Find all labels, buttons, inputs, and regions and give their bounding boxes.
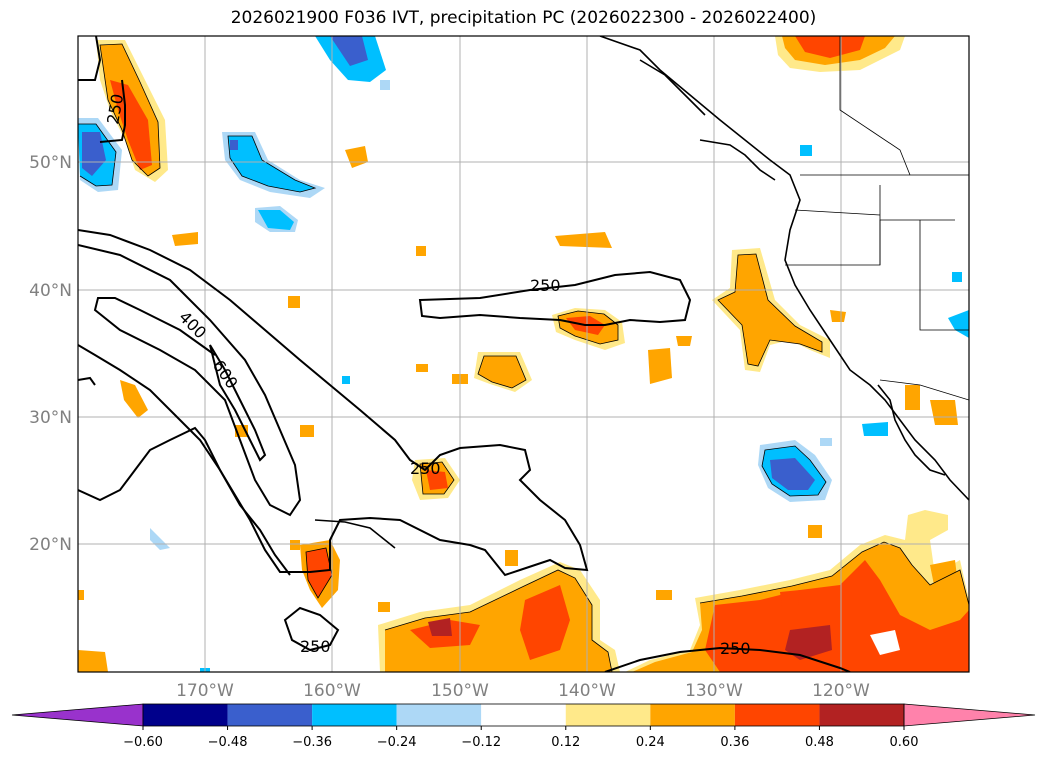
precip-fill-outlines	[78, 43, 969, 672]
colorbar: −0.60 −0.48 −0.36 −0.24 −0.12 0.12 0.24 0.36 0.4…	[11, 703, 1036, 750]
lon-label-120w: 120°W	[812, 681, 870, 701]
colorbar-box	[227, 704, 313, 726]
colorbar-tick-label: −0.48	[208, 735, 248, 750]
longitude-labels: 170°W 160°W 150°W 140°W 130°W 120°W	[176, 681, 870, 701]
plot-frame	[77, 35, 970, 673]
map-title: 2026021900 F036 IVT, precipitation PC (2…	[230, 8, 817, 28]
colorbar-tick-label: 0.12	[551, 735, 580, 750]
precip-positive-anomaly-fill	[78, 36, 969, 672]
colorbar-tick-label: −0.24	[377, 735, 417, 750]
colorbar-tick-label: 0.24	[636, 735, 665, 750]
contour-label-center: 250	[410, 459, 441, 478]
lon-label-130w: 130°W	[685, 681, 743, 701]
colorbar-tick-label: 0.48	[805, 735, 834, 750]
colorbar-box	[734, 704, 820, 726]
colorbar-box	[143, 704, 228, 726]
colorbar-box	[819, 704, 904, 726]
coastlines	[314, 36, 969, 549]
colorbar-box	[650, 704, 735, 726]
colorbar-frame	[142, 703, 905, 727]
colorbar-tick-label: −0.36	[292, 735, 332, 750]
lat-label-20n: 20°N	[29, 535, 72, 555]
lon-label-150w: 150°W	[431, 681, 489, 701]
colorbar-tick-label: 0.60	[890, 735, 919, 750]
colorbar-extend-low	[11, 703, 144, 727]
lon-label-160w: 160°W	[303, 681, 361, 701]
colorbar-tick-label: −0.60	[123, 735, 163, 750]
lat-label-50n: 50°N	[29, 153, 72, 173]
lon-label-140w: 140°W	[558, 681, 616, 701]
borders	[785, 36, 969, 401]
colorbar-box	[481, 704, 566, 726]
lat-label-30n: 30°N	[29, 408, 72, 428]
colorbar-tick-label: 0.36	[720, 735, 749, 750]
lat-label-40n: 40°N	[29, 281, 72, 301]
ivt-contours	[78, 36, 851, 672]
colorbar-tick-label: −0.12	[461, 735, 501, 750]
latitude-labels: 50°N 40°N 30°N 20°N	[29, 153, 72, 555]
colorbar-box	[312, 704, 397, 726]
lon-label-170w: 170°W	[176, 681, 234, 701]
contour-label-ne: 250	[530, 276, 561, 295]
colorbar-box	[396, 704, 482, 726]
colorbar-box	[565, 704, 651, 726]
contour-label-southeast: 250	[720, 639, 751, 658]
contour-label-south: 250	[300, 637, 331, 656]
plot-area: 250 400 600 250 250 250 250	[78, 36, 969, 672]
colorbar-extend-high	[903, 703, 1036, 727]
